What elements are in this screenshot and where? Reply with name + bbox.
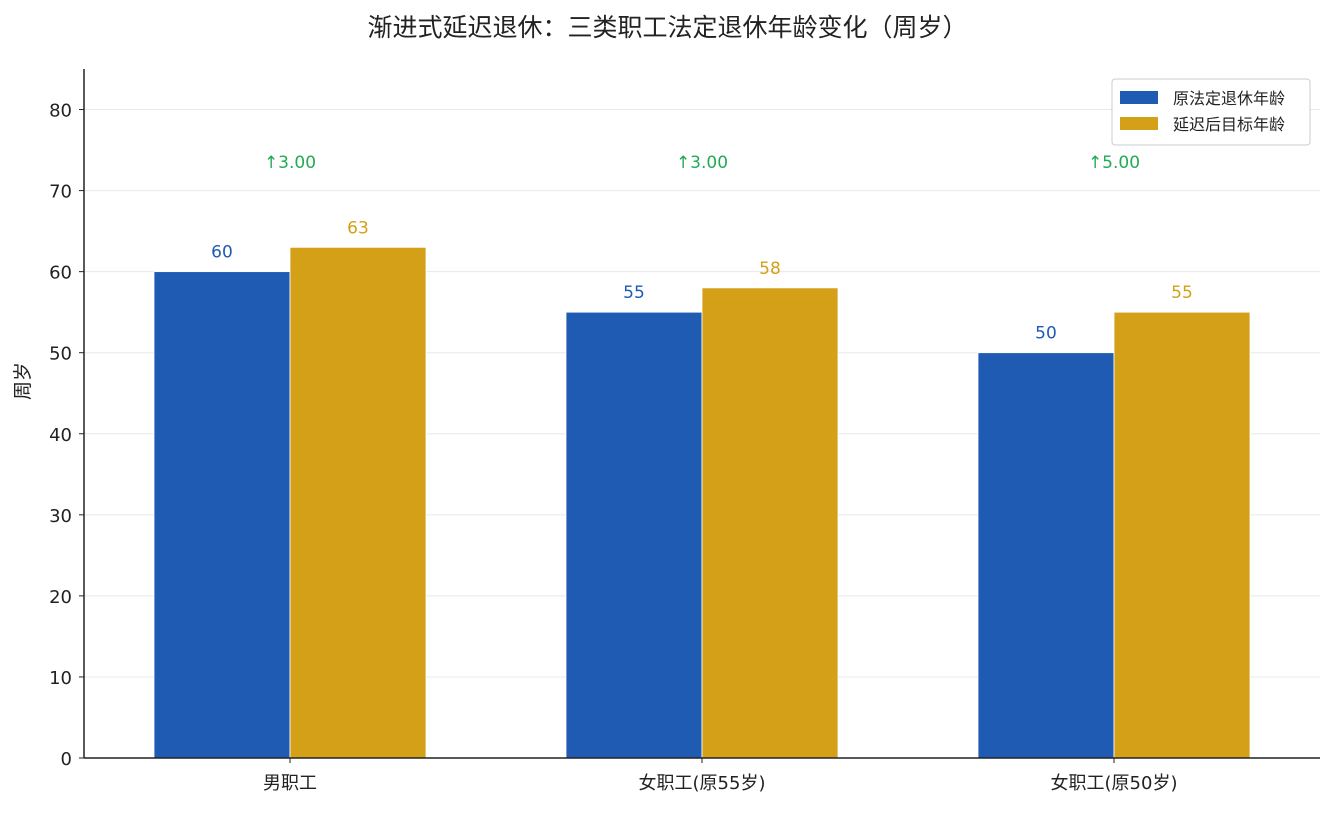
chart-title: 渐进式延迟退休：三类职工法定退休年龄变化（周岁） — [367, 13, 968, 42]
y-tick-label: 10 — [49, 668, 72, 689]
x-tick-label: 男职工 — [263, 773, 317, 794]
y-tick-label: 20 — [49, 587, 72, 608]
bar — [153, 271, 291, 759]
y-tick-label: 0 — [61, 749, 72, 770]
increase-label: ↑3.00 — [676, 153, 728, 173]
bar-value-label: 58 — [759, 259, 781, 279]
x-tick-label: 女职工(原55岁) — [639, 773, 766, 794]
legend-label: 原法定退休年龄 — [1173, 89, 1285, 108]
bar — [289, 246, 427, 759]
bar — [701, 287, 839, 759]
bar — [1113, 311, 1251, 759]
bar-value-label: 55 — [1171, 283, 1193, 303]
increase-label: ↑3.00 — [264, 153, 316, 173]
bar-value-label: 63 — [347, 218, 369, 238]
legend-box — [1111, 78, 1311, 146]
y-tick-label: 60 — [49, 263, 72, 284]
y-tick-label: 50 — [49, 344, 72, 365]
y-tick-label: 80 — [49, 101, 72, 122]
x-tick-label: 女职工(原50岁) — [1051, 773, 1178, 794]
y-tick-label: 30 — [49, 506, 72, 527]
increase-label: ↑5.00 — [1088, 153, 1140, 173]
legend-label: 延迟后目标年龄 — [1173, 115, 1285, 134]
bar — [977, 352, 1115, 759]
bar — [565, 311, 703, 759]
y-axis-label: 周岁 — [12, 361, 34, 400]
bar-value-label: 60 — [211, 243, 233, 263]
bar-value-label: 55 — [623, 283, 645, 303]
y-tick-label: 70 — [49, 182, 72, 203]
legend-swatch — [1120, 91, 1158, 104]
bar-value-label: 50 — [1035, 324, 1057, 344]
legend-swatch — [1120, 117, 1158, 130]
y-tick-label: 40 — [49, 425, 72, 446]
